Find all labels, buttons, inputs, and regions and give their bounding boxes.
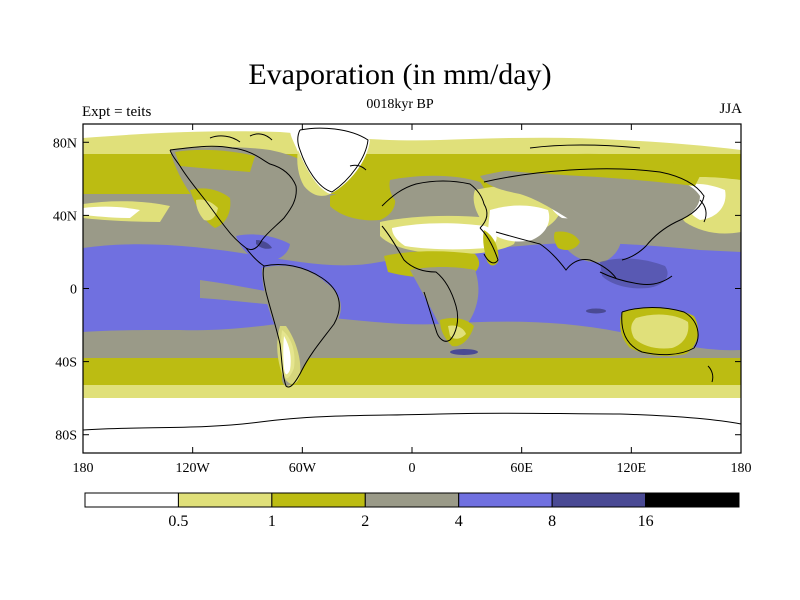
lat-tick-label: 80N bbox=[53, 136, 77, 151]
coastlines bbox=[83, 127, 741, 431]
lon-tick-label: 120W bbox=[176, 461, 211, 476]
colorbar-label: 0.5 bbox=[168, 513, 188, 530]
colorbar-label: 1 bbox=[268, 513, 276, 530]
experiment-label: Expt = teits bbox=[82, 104, 152, 120]
lat-tick-label: 40S bbox=[55, 356, 77, 371]
lon-tick-label: 180 bbox=[731, 461, 752, 476]
latitude-axis: 80N 40N 0 40S 80S bbox=[53, 136, 741, 444]
lon-tick: 0 bbox=[409, 124, 416, 476]
lat-tick: 40S bbox=[55, 356, 741, 371]
colorbar-swatch bbox=[645, 492, 740, 508]
lon-tick: 60E bbox=[510, 124, 533, 476]
colorbar-label: 2 bbox=[361, 513, 369, 530]
lon-tick: 180 bbox=[73, 124, 94, 476]
lon-tick-label: 60W bbox=[289, 461, 317, 476]
lat-tick-label: 0 bbox=[70, 283, 77, 298]
colorbar-swatch bbox=[364, 492, 460, 508]
lon-tick-label: 0 bbox=[409, 461, 416, 476]
lon-tick-label: 120E bbox=[617, 461, 647, 476]
colorbar-swatch bbox=[458, 492, 553, 508]
colorbar-swatch bbox=[271, 492, 366, 508]
colorbar-label: 16 bbox=[638, 513, 654, 530]
colorbar-swatch bbox=[84, 492, 179, 508]
lat-tick: 80N bbox=[53, 136, 741, 151]
lat-tick-label: 80S bbox=[55, 429, 77, 444]
lat-tick-label: 40N bbox=[53, 209, 77, 224]
longitude-axis: 180 120W 60W 0 60E 120E 180 bbox=[73, 124, 752, 476]
lon-tick-label: 60E bbox=[510, 461, 533, 476]
lon-tick-label: 180 bbox=[73, 461, 94, 476]
colorbar-swatch bbox=[551, 492, 647, 508]
colorbar-label: 4 bbox=[455, 513, 463, 530]
map-title: Evaporation (in mm/day) bbox=[248, 58, 552, 91]
colorbar-swatch bbox=[177, 492, 273, 508]
map-field bbox=[83, 124, 741, 453]
map-subtitle: 0018kyr BP bbox=[366, 97, 434, 112]
lon-tick: 120W bbox=[176, 124, 211, 476]
colorbar: 0.5 1 2 4 8 16 bbox=[84, 492, 740, 530]
lon-tick: 180 bbox=[731, 124, 752, 476]
lon-tick: 60W bbox=[289, 124, 317, 476]
lat-tick: 0 bbox=[70, 283, 741, 298]
colorbar-label: 8 bbox=[548, 513, 556, 530]
lat-tick: 80S bbox=[55, 429, 741, 444]
lat-tick: 40N bbox=[53, 209, 741, 224]
lon-tick: 120E bbox=[617, 124, 647, 476]
season-label: JJA bbox=[719, 101, 742, 117]
